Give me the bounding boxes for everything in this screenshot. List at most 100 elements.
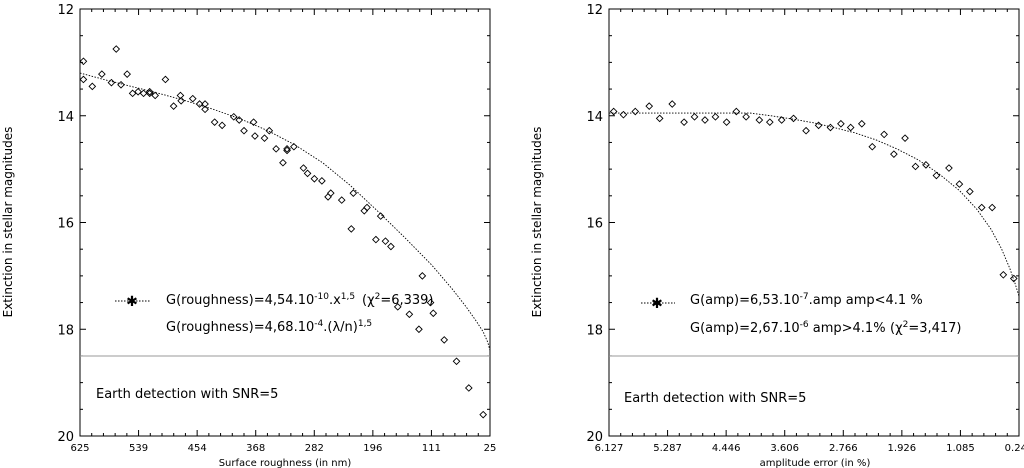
legend-fit-label-left: G(roughness)=4,54.10-10.x1,5	[166, 292, 355, 308]
data-point	[79, 75, 88, 84]
legend-fit-label-right: G(amp)=6,53.10-7.amp amp<4.1 %	[690, 292, 923, 308]
data-point	[349, 189, 358, 197]
data-point	[324, 193, 332, 201]
data-point	[347, 225, 356, 233]
data-point	[668, 100, 677, 108]
detection-label-left: Earth detection with SNR=5	[96, 387, 278, 402]
detection-label-right: Earth detection with SNR=5	[624, 391, 806, 406]
y-tick-label: 16	[57, 217, 74, 232]
legend-marker-left: ✱	[126, 294, 138, 310]
data-point	[326, 189, 335, 197]
data-point	[901, 134, 909, 143]
data-point	[418, 272, 427, 280]
legend-marker-right: ✱	[651, 296, 663, 312]
data-point	[195, 100, 204, 108]
y-tick-label: 12	[586, 3, 603, 18]
points-right	[609, 100, 1018, 283]
x-tick-label: 625	[70, 443, 89, 454]
chart-left: 625 539 454 368 282 196 111 25 12 14 16 18 20 Earth …	[1, 3, 496, 468]
data-point	[966, 187, 974, 196]
data-point	[701, 116, 709, 124]
data-point	[376, 212, 385, 220]
y-tick-label: 14	[57, 110, 74, 125]
data-point	[655, 114, 664, 123]
data-point	[429, 309, 438, 318]
data-point	[299, 164, 308, 172]
data-point	[722, 118, 731, 126]
x-tick-label: 0.245	[1005, 443, 1024, 454]
y-tick-label: 20	[586, 430, 603, 445]
data-point	[229, 112, 238, 121]
data-point	[249, 118, 258, 126]
legend-second-right: G(amp)=2,67.10-6 amp>4.1%	[690, 320, 886, 336]
x-tick-label: 196	[363, 443, 382, 454]
x-tick-label: 2.766	[829, 443, 858, 454]
tick-group-right: 6.127 5.287 4.446 3.606 2.766 1.926 1.085 0.245…	[586, 3, 1024, 454]
data-point	[145, 89, 154, 98]
data-point	[303, 169, 312, 178]
data-point	[765, 118, 774, 126]
data-point	[415, 325, 423, 334]
data-point	[945, 164, 953, 172]
data-point	[363, 203, 371, 212]
data-point	[161, 75, 170, 84]
data-point	[112, 45, 121, 53]
data-point	[372, 235, 380, 244]
data-point	[240, 126, 248, 135]
legend-chi-left: (χ2=6,339)	[362, 292, 434, 308]
plot-frame-left	[79, 8, 491, 437]
data-point	[337, 196, 346, 204]
plot-frame-right	[608, 8, 1020, 437]
data-point	[742, 112, 750, 121]
data-point	[188, 94, 197, 103]
data-point	[999, 270, 1008, 279]
data-point	[279, 158, 287, 167]
data-point	[846, 123, 855, 132]
data-point	[123, 70, 131, 78]
data-point	[107, 78, 116, 87]
y-axis-label-right: Extinction in stellar magnitudes	[530, 127, 544, 318]
fit-curve-left	[79, 72, 491, 351]
points-left	[79, 45, 488, 419]
data-point	[890, 150, 898, 159]
fit-curve-right	[609, 112, 1020, 297]
data-point	[117, 80, 125, 89]
chart-right: 6.127 5.287 4.446 3.606 2.766 1.926 1.085 0.245…	[530, 3, 1024, 468]
data-point	[777, 116, 786, 124]
y-tick-label: 18	[57, 323, 74, 338]
data-point	[479, 410, 488, 419]
data-point	[868, 142, 877, 151]
x-axis-label-left: Surface roughness (in nm)	[219, 458, 352, 468]
x-tick-label: 1.085	[946, 443, 975, 454]
data-point	[169, 102, 178, 110]
x-tick-label: 454	[188, 443, 207, 454]
data-point	[251, 132, 259, 140]
legend-second-left: G(roughness)=4,68.10-4.(λ/n)1,5	[166, 319, 372, 335]
x-tick-label: 539	[129, 443, 148, 454]
x-tick-label: 5.287	[653, 443, 682, 454]
data-point	[680, 118, 688, 126]
x-axis-label-right: amplitude error (in %)	[760, 458, 871, 468]
data-point	[283, 145, 291, 153]
data-point	[452, 357, 461, 366]
data-point	[857, 119, 866, 128]
data-point	[977, 203, 986, 212]
data-point	[265, 126, 274, 135]
data-point	[283, 146, 291, 155]
data-point	[609, 107, 618, 116]
x-tick-label: 282	[305, 443, 324, 454]
legend-chi-right: (χ2=3,417)	[890, 320, 962, 336]
data-point	[880, 130, 888, 139]
data-point	[393, 302, 402, 311]
data-point	[690, 112, 699, 121]
data-point	[631, 107, 640, 116]
data-point	[310, 174, 319, 183]
y-axis-label-left: Extinction in stellar magnitudes	[1, 127, 15, 318]
data-point	[814, 121, 823, 130]
data-point	[235, 116, 244, 124]
y-tick-label: 14	[586, 110, 603, 125]
data-point	[440, 336, 449, 344]
tick-group-left: 625 539 454 368 282 196 111 25 12 14 16 18 20	[57, 3, 496, 454]
data-point	[464, 384, 473, 392]
